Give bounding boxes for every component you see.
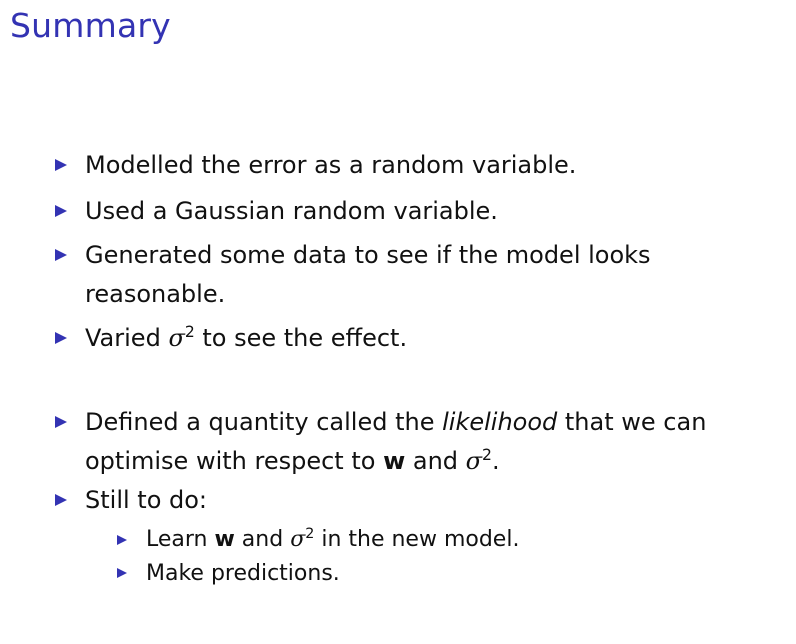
sigma-symbol: σ	[168, 324, 185, 352]
subbullet-item: Make predictions.	[146, 561, 340, 586]
sigma-symbol: σ	[290, 527, 306, 552]
bullet-text: that we can	[557, 408, 707, 436]
bullet-text: in the new model.	[314, 527, 520, 552]
bullet-text: and	[405, 447, 466, 475]
bullet-text: optimise with respect to	[85, 447, 384, 475]
bullet-arrow-icon	[55, 159, 67, 171]
bullet-item: Still to do:	[85, 486, 208, 514]
exponent: 2	[482, 446, 492, 465]
bullet-item: Used a Gaussian random variable.	[85, 197, 498, 225]
bullet-arrow-icon	[55, 332, 67, 344]
sigma-symbol: σ	[465, 447, 483, 475]
bullet-arrow-icon	[55, 205, 67, 217]
bullet-text: Learn	[146, 527, 215, 552]
bullet-text: and	[234, 527, 291, 552]
bullet-arrow-icon	[55, 249, 67, 261]
subbullet-arrow-icon	[117, 568, 127, 578]
bullet-text: Varied	[85, 324, 169, 352]
bullet-item: Defined a quantity called the likelihood…	[85, 403, 765, 484]
bullet-item: Generated some data to see if the model …	[85, 236, 765, 314]
emphasis-text: likelihood	[442, 408, 558, 436]
exponent: 2	[305, 526, 315, 543]
exponent: 2	[184, 323, 195, 342]
subbullet-arrow-icon	[117, 535, 127, 545]
bullet-text-line: reasonable.	[85, 280, 226, 308]
bullet-item: Varied σ2 to see the effect.	[85, 319, 765, 361]
bullet-arrow-icon	[55, 494, 67, 506]
bullet-item: Modelled the error as a random variable.	[85, 151, 577, 179]
bullet-text: to see the effect.	[194, 324, 408, 352]
bullet-text: Defined a quantity called the	[85, 408, 443, 436]
vector-w: w	[214, 527, 235, 552]
bullet-text: .	[491, 447, 500, 475]
vector-w: w	[383, 447, 406, 475]
slide-title: Summary	[10, 6, 171, 45]
subbullet-item: Learn w and σ2 in the new model.	[146, 523, 519, 559]
bullet-arrow-icon	[55, 416, 67, 428]
bullet-text-line: Generated some data to see if the model …	[85, 241, 651, 269]
